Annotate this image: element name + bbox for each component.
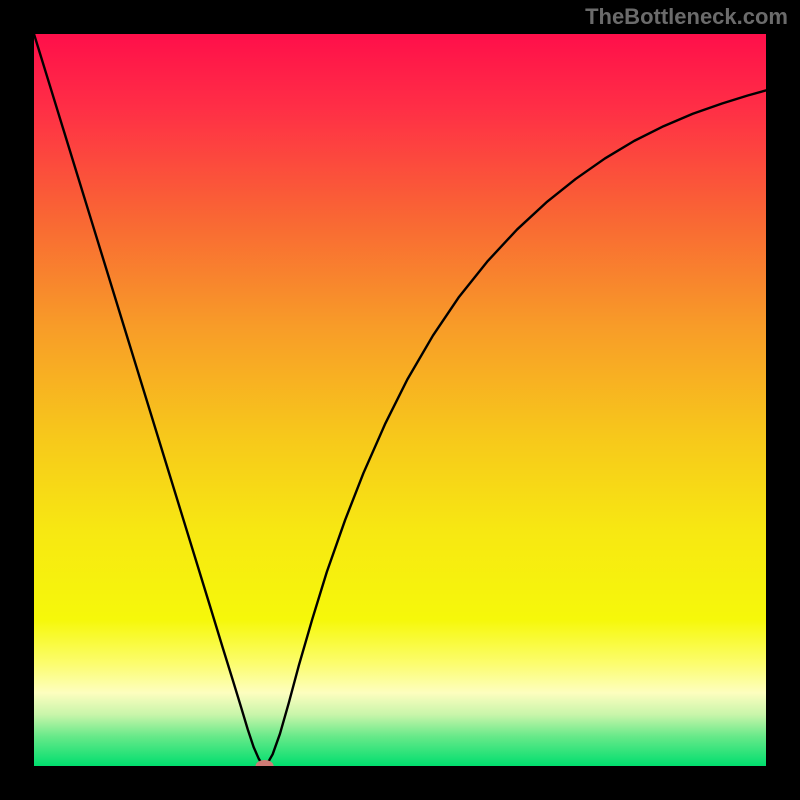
watermark-text: TheBottleneck.com bbox=[585, 4, 788, 30]
curve-right bbox=[267, 90, 766, 764]
vertex-marker bbox=[256, 760, 274, 766]
curve-left bbox=[34, 34, 262, 765]
plot-area bbox=[34, 34, 766, 766]
curve-layer bbox=[34, 34, 766, 766]
outer-frame: TheBottleneck.com bbox=[0, 0, 800, 800]
